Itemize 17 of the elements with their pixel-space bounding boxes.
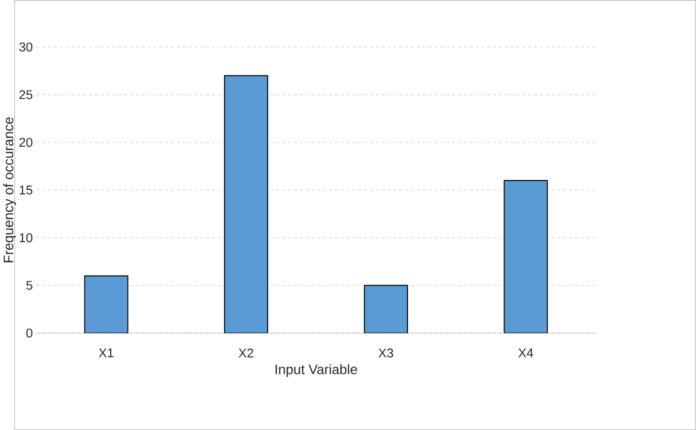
y-tick-label: 15 — [20, 186, 32, 194]
bar — [84, 275, 128, 334]
y-tick-label: 25 — [19, 90, 32, 100]
y-tick-label: 20 — [19, 138, 32, 147]
y-tick-label: 5 — [26, 280, 32, 290]
x-tick-label: X1 — [98, 348, 114, 358]
bar — [224, 75, 268, 334]
y-axis-title: Frequency of occurance — [3, 117, 16, 262]
y-tick-label: 0 — [26, 328, 32, 338]
y-tick-label: 10 — [20, 233, 32, 242]
bar — [504, 180, 548, 334]
x-tick-label: X2 — [238, 348, 254, 358]
x-tick-label: X3 — [378, 348, 394, 358]
y-tick-label: 30 — [19, 42, 32, 52]
bar — [364, 284, 408, 334]
x-tick-label: X4 — [518, 348, 534, 358]
x-axis-title: Input Variable — [276, 364, 358, 377]
